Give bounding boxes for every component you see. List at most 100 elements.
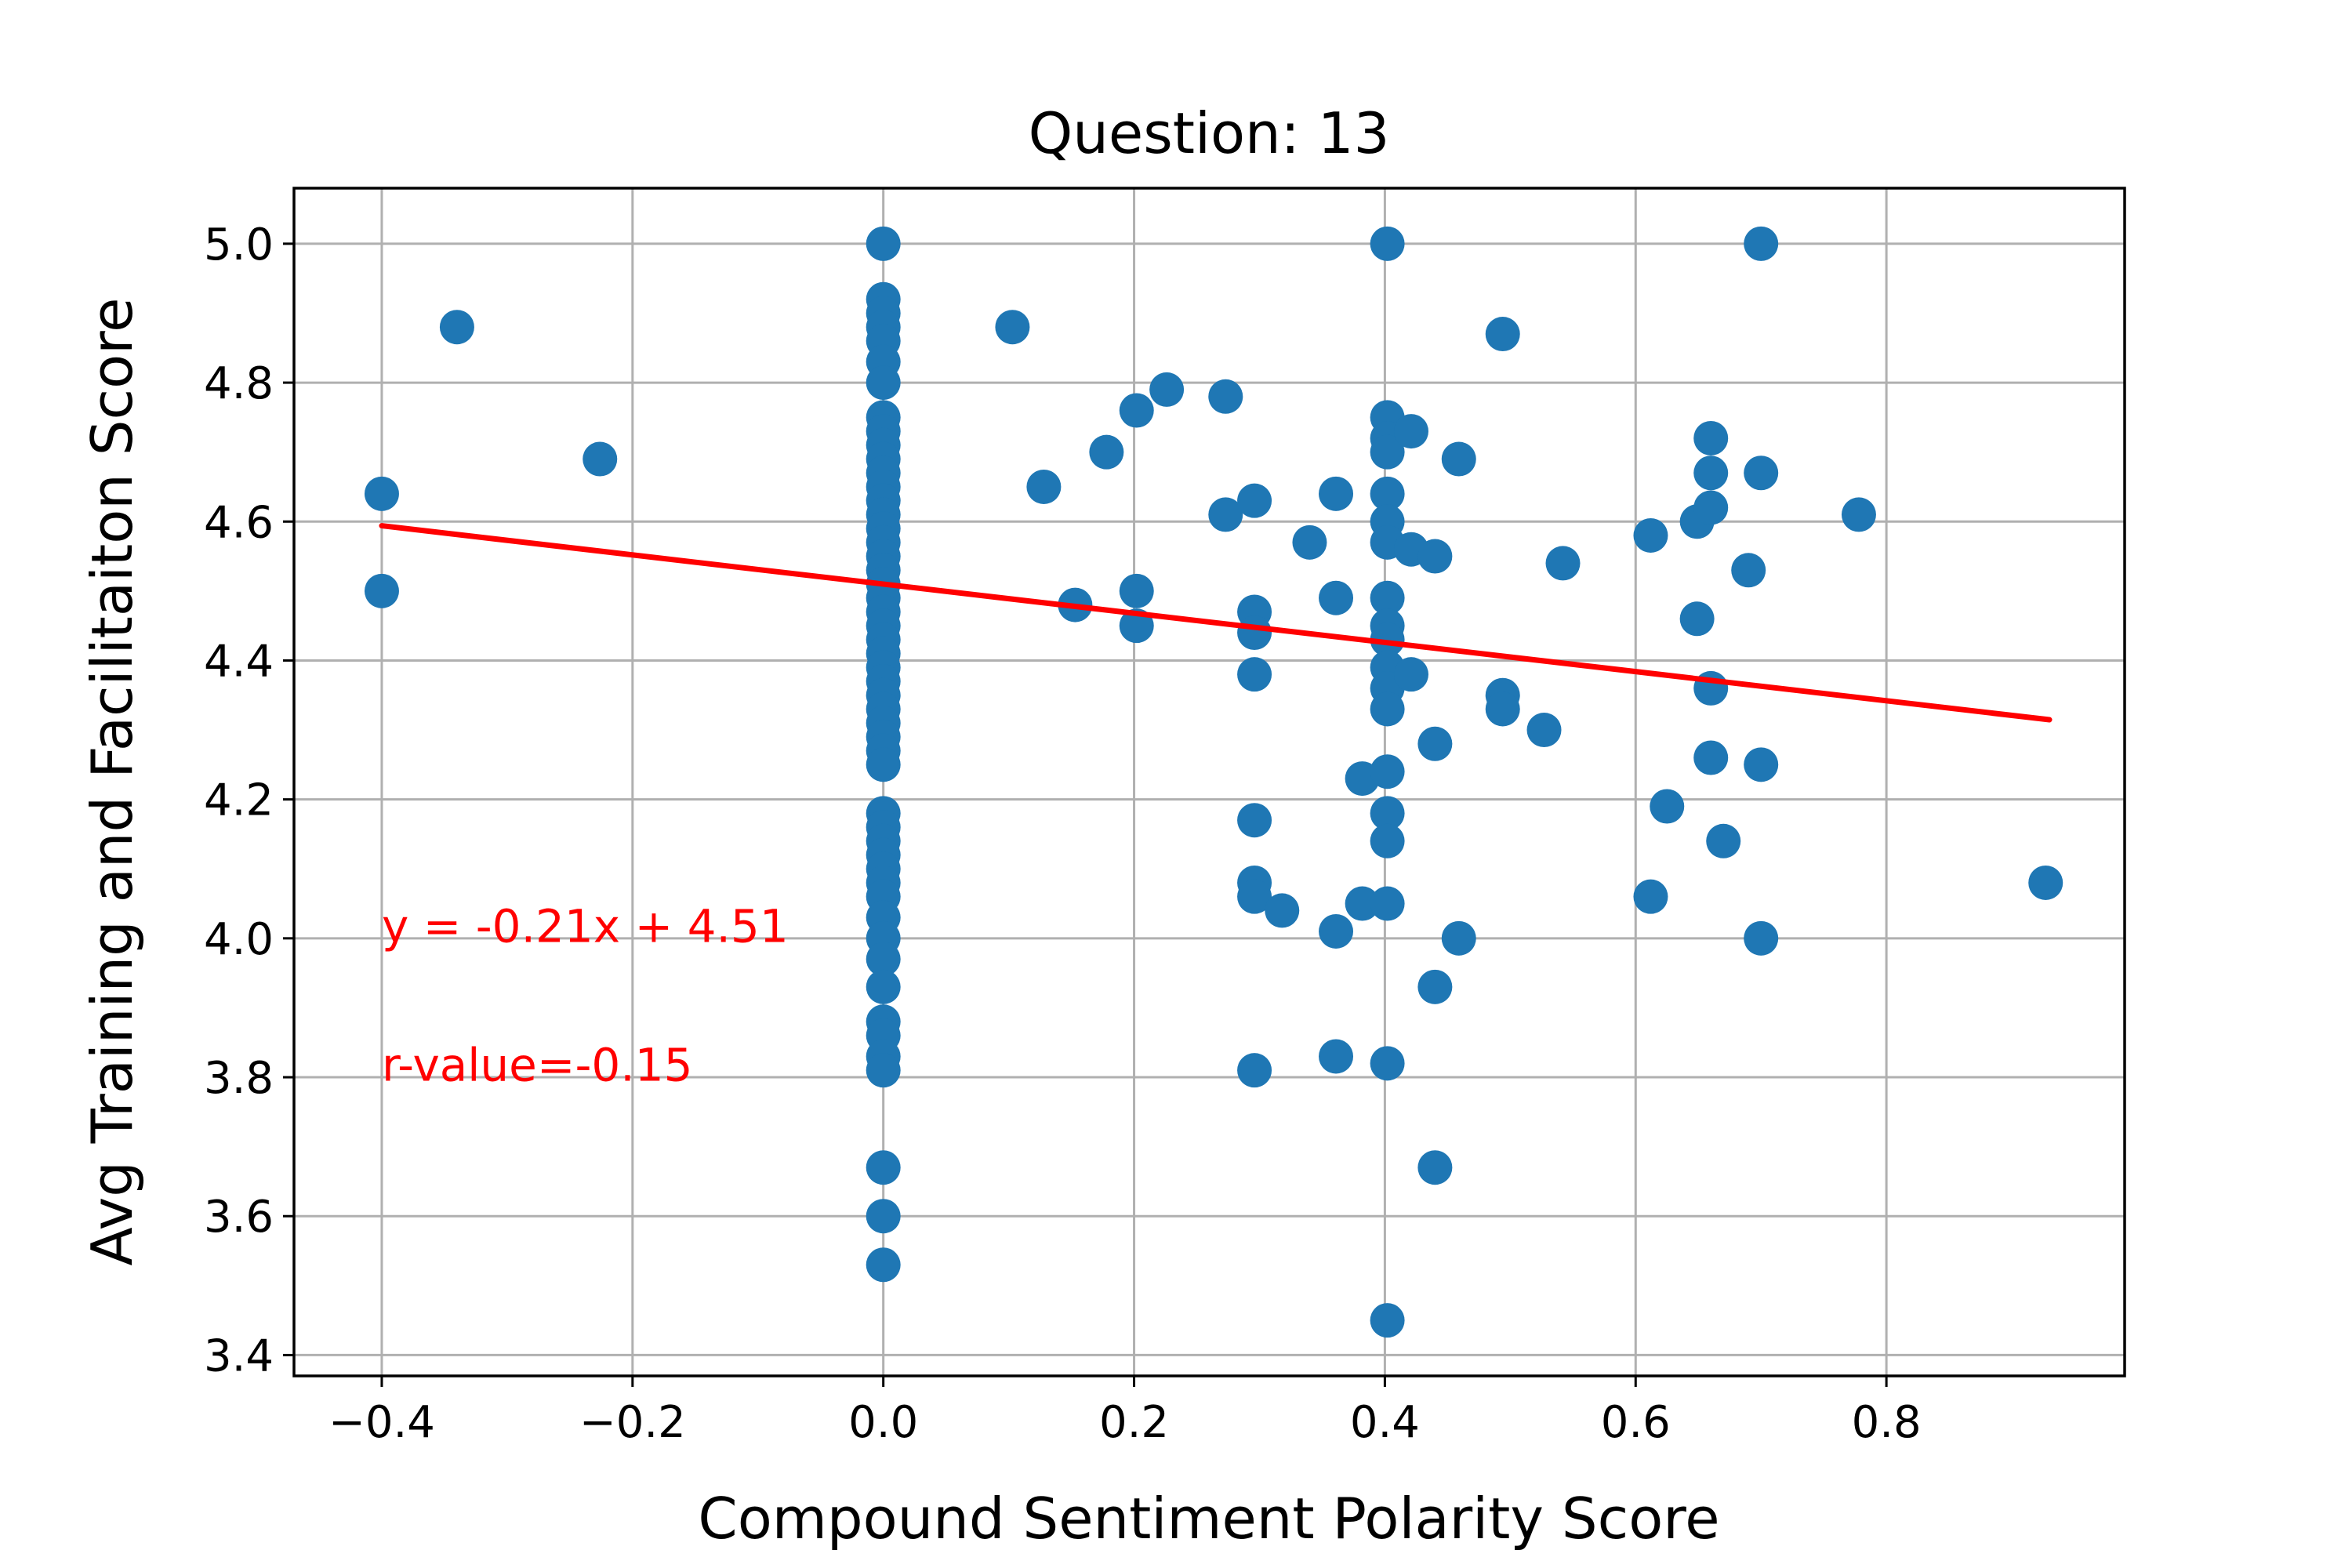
scatter-point (1744, 226, 1779, 261)
scatter-point (1265, 893, 1300, 928)
scatter-point (1237, 483, 1272, 518)
x-tick-label: 0.2 (1099, 1397, 1169, 1448)
scatter-point (866, 1247, 901, 1283)
scatter-point (1319, 580, 1354, 615)
scatter-point (1319, 913, 1354, 949)
scatter-point (1370, 580, 1405, 615)
x-tick-label: 0.0 (848, 1397, 918, 1448)
scatter-point (1370, 622, 1405, 657)
scatter-point (583, 441, 618, 477)
y-tick-label: 5.0 (204, 220, 274, 270)
scatter-point (1237, 803, 1272, 838)
y-axis-label: Avg Training and Facilitaiton Score (79, 298, 145, 1266)
scatter-point (866, 969, 901, 1004)
scatter-point (995, 310, 1030, 345)
scatter-point (1679, 601, 1715, 637)
regression-annotation: y = -0.21x + 4.51 (382, 899, 789, 953)
scatter-point (1319, 1039, 1354, 1074)
chart-title: Question: 13 (1029, 100, 1390, 166)
scatter-point (1026, 469, 1062, 504)
scatter-point (1485, 317, 1520, 352)
scatter-point (1292, 524, 1327, 560)
scatter-point (866, 226, 901, 261)
y-tick-label: 4.6 (204, 497, 274, 548)
scatter-point (1633, 879, 1668, 914)
scatter-point (1370, 1046, 1405, 1081)
scatter-point (1370, 796, 1405, 831)
scatter-point (1417, 1150, 1453, 1185)
plot-frame (292, 187, 2126, 1377)
regression-line-layer (379, 523, 2053, 723)
x-tick-label: 0.6 (1601, 1397, 1671, 1448)
scatter-point (1345, 886, 1380, 921)
y-tick-label: 4.0 (204, 914, 274, 965)
x-tick-label: −0.2 (579, 1397, 686, 1448)
scatter-point (1393, 414, 1428, 449)
scatter-point (1693, 740, 1729, 775)
scatter-point (2028, 865, 2063, 900)
scatter-point (866, 747, 901, 782)
scatter-point (1370, 754, 1405, 789)
scatter-point (1208, 497, 1243, 532)
y-tick-label: 3.8 (204, 1053, 274, 1104)
scatter-point (1545, 546, 1581, 581)
y-tick-label: 4.2 (204, 775, 274, 826)
scatter-point (1441, 920, 1476, 956)
scatter-point (1208, 379, 1243, 414)
scatter-point (1526, 713, 1562, 748)
scatter-point (1633, 517, 1668, 553)
annotation-layer: y = -0.21x + 4.51 r-value=-0.15 (382, 899, 789, 1091)
scatter-point (1370, 691, 1405, 727)
y-tick-label: 3.4 (204, 1330, 274, 1381)
scatter-point (1650, 789, 1685, 824)
scatter-point (1744, 920, 1779, 956)
scatter-point (1089, 434, 1124, 470)
x-axis-label: Compound Sentiment Polarity Score (698, 1486, 1719, 1552)
x-tick-label: 0.8 (1852, 1397, 1922, 1448)
scatter-point (1693, 420, 1729, 456)
scatter-point (866, 1150, 901, 1185)
x-tick-label: 0.4 (1350, 1397, 1420, 1448)
scatter-point (1417, 969, 1453, 1004)
scatter-point (1417, 539, 1453, 574)
y-tick-label: 4.8 (204, 358, 274, 409)
scatter-point (866, 942, 901, 977)
scatter-point (866, 1053, 901, 1088)
points-layer (364, 226, 2063, 1338)
y-tick-label: 4.4 (204, 636, 274, 687)
scatter-point (1693, 456, 1729, 491)
scatter-point (1370, 226, 1405, 261)
ticks-layer: −0.4 −0.2 0.0 0.2 0.4 0.6 0.8 3.4 3.6 3.8 4.0 4.2 4.… (204, 220, 1922, 1448)
scatter-point (1149, 372, 1185, 407)
scatter-point (364, 573, 399, 608)
scatter-point (1237, 615, 1272, 651)
scatter-point (1485, 691, 1520, 727)
scatter-point (1370, 476, 1405, 511)
scatter-point (1841, 497, 1876, 532)
scatter-point (1370, 886, 1405, 921)
scatter-point (1119, 393, 1154, 428)
scatter-point (1370, 1303, 1405, 1338)
scatter-point (1744, 456, 1779, 491)
y-tick-label: 3.6 (204, 1192, 274, 1243)
x-tick-label: −0.4 (328, 1397, 435, 1448)
scatter-point (1237, 879, 1272, 914)
scatter-point (1119, 573, 1154, 608)
scatter-point (1319, 476, 1354, 511)
scatter-point (1393, 657, 1428, 692)
scatter-point (1237, 1053, 1272, 1088)
scatter-point (1706, 823, 1741, 858)
regression-annotation: r-value=-0.15 (382, 1038, 693, 1091)
scatter-point (866, 365, 901, 401)
scatter-point (1744, 747, 1779, 782)
scatter-point (866, 1199, 901, 1234)
scatter-point (439, 310, 474, 345)
regression-line (379, 523, 2053, 723)
scatter-point (1237, 657, 1272, 692)
scatter-point (364, 476, 399, 511)
scatter-point (1731, 553, 1766, 588)
scatter-point (1693, 490, 1729, 525)
scatter-point (1370, 823, 1405, 858)
